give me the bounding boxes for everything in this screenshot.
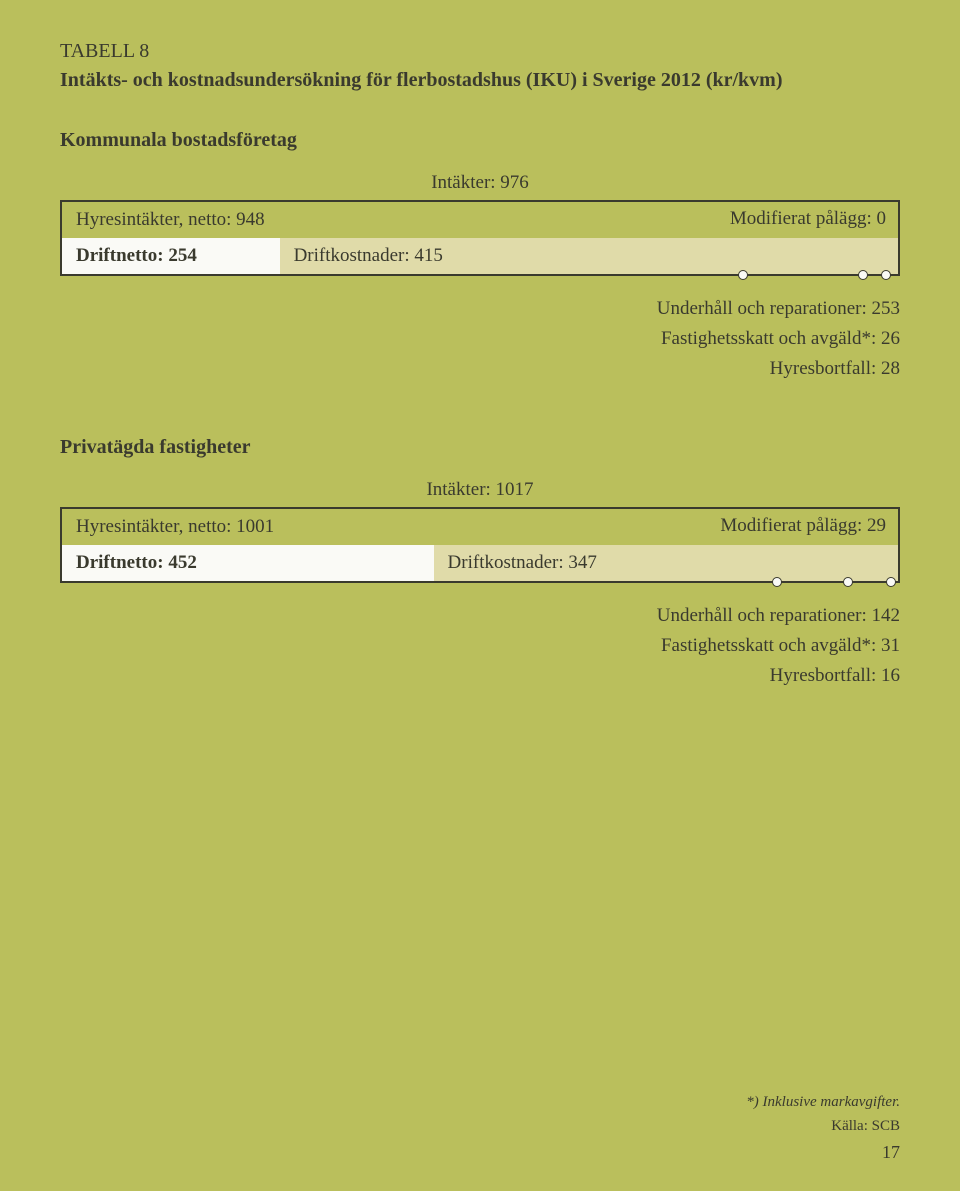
intakter-total-label: Intäkter: 976 bbox=[60, 172, 900, 194]
chart-callouts: Underhåll och reparationer: 142 Fastighe… bbox=[60, 605, 900, 687]
callout-underhall: Underhåll och reparationer: 142 bbox=[60, 605, 900, 627]
callout-fastighetsskatt: Fastighetsskatt och avgäld*: 26 bbox=[60, 328, 900, 350]
segment-driftnetto: Driftnetto: 452 bbox=[62, 545, 434, 581]
source-label: Källa: SCB bbox=[831, 1118, 900, 1135]
segment-driftnetto: Driftnetto: 254 bbox=[62, 238, 280, 274]
segment-remainder bbox=[635, 238, 898, 274]
callout-hyresbortfall: Hyresbortfall: 16 bbox=[60, 665, 900, 687]
section-subtitle: Kommunala bostadsföretag bbox=[60, 129, 900, 152]
page-title: Intäkts- och kostnadsundersökning för fl… bbox=[60, 67, 900, 93]
marker-hyresbortfall bbox=[886, 577, 896, 587]
chart-bottom-row: Driftnetto: 452 Driftkostnader: 347 bbox=[62, 545, 898, 581]
chart-top-row: Hyresintäkter, netto: 1001 Modifierat på… bbox=[62, 509, 898, 545]
chart-top-row: Hyresintäkter, netto: 948 Modifierat pål… bbox=[62, 202, 898, 238]
intakter-total-label: Intäkter: 1017 bbox=[60, 479, 900, 501]
chart-outer-box: Hyresintäkter, netto: 948 Modifierat pål… bbox=[60, 200, 900, 276]
segment-driftkostnader: Driftkostnader: 415 bbox=[280, 238, 635, 274]
modifierat-palagg-label: Modifierat pålägg: 0 bbox=[730, 208, 886, 230]
chart-bottom-row: Driftnetto: 254 Driftkostnader: 415 bbox=[62, 238, 898, 274]
modifierat-palagg-label: Modifierat pålägg: 29 bbox=[720, 515, 886, 537]
table-number: TABELL 8 bbox=[60, 40, 900, 63]
hyresintakter-label: Hyresintäkter, netto: 948 bbox=[62, 209, 265, 231]
hyresintakter-label: Hyresintäkter, netto: 1001 bbox=[62, 516, 274, 538]
marker-underhall bbox=[772, 577, 782, 587]
segment-driftkostnader: Driftkostnader: 347 bbox=[434, 545, 719, 581]
segment-remainder bbox=[719, 545, 898, 581]
marker-fastighetsskatt bbox=[843, 577, 853, 587]
section-subtitle: Privatägda fastigheter bbox=[60, 436, 900, 459]
chart-kommunala: Hyresintäkter, netto: 948 Modifierat pål… bbox=[60, 200, 900, 276]
page: TABELL 8 Intäkts- och kostnadsundersökni… bbox=[0, 0, 960, 1191]
callout-fastighetsskatt: Fastighetsskatt och avgäld*: 31 bbox=[60, 635, 900, 657]
callout-underhall: Underhåll och reparationer: 253 bbox=[60, 298, 900, 320]
chart-outer-box: Hyresintäkter, netto: 1001 Modifierat på… bbox=[60, 507, 900, 583]
chart-privatagda: Hyresintäkter, netto: 1001 Modifierat på… bbox=[60, 507, 900, 583]
section-kommunala: Kommunala bostadsföretag Intäkter: 976 H… bbox=[60, 129, 900, 380]
marker-fastighetsskatt bbox=[858, 270, 868, 280]
page-number: 17 bbox=[882, 1142, 900, 1163]
section-privatagda: Privatägda fastigheter Intäkter: 1017 Hy… bbox=[60, 436, 900, 687]
callout-hyresbortfall: Hyresbortfall: 28 bbox=[60, 358, 900, 380]
marker-hyresbortfall bbox=[881, 270, 891, 280]
marker-underhall bbox=[738, 270, 748, 280]
chart-callouts: Underhåll och reparationer: 253 Fastighe… bbox=[60, 298, 900, 380]
footnote: *) Inklusive markavgifter. bbox=[746, 1094, 900, 1111]
